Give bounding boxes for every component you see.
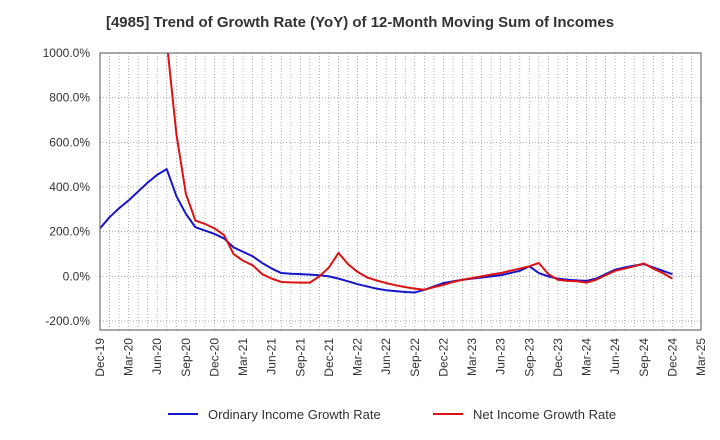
plot-background (100, 53, 701, 330)
y-tick-label: -200.0% (45, 314, 90, 328)
y-tick-label: 1000.0% (43, 46, 91, 60)
series-layer (100, 53, 673, 294)
legend-label-0: Ordinary Income Growth Rate (208, 407, 381, 422)
x-tick-label: Mar-24 (580, 338, 594, 376)
x-tick-label: Sep-23 (522, 338, 536, 377)
x-tick-label: Dec-19 (93, 338, 107, 377)
x-tick-label: Mar-25 (694, 338, 708, 376)
x-tick-label: Dec-24 (665, 338, 679, 377)
x-tick-label: Jun-22 (379, 338, 393, 375)
y-tick-label: 400.0% (49, 180, 90, 194)
x-tick-label: Dec-23 (551, 338, 565, 377)
chart-title: [4985] Trend of Growth Rate (YoY) of 12-… (105, 14, 615, 31)
x-tick-label: Sep-21 (293, 338, 307, 377)
x-tick-label: Sep-24 (637, 338, 651, 377)
x-tick-label: Jun-23 (494, 338, 508, 375)
y-tick-label: 600.0% (49, 135, 90, 149)
x-tick-label: Sep-22 (408, 338, 422, 377)
x-axis-ticks: Dec-19 Mar-20 Jun-20 Sep-20 Dec-20 Mar-21 Jun-… (93, 338, 708, 377)
x-tick-label: Dec-20 (207, 338, 221, 377)
y-tick-label: 200.0% (49, 225, 90, 239)
x-tick-label: Mar-22 (351, 338, 365, 376)
x-tick-label: Mar-23 (465, 338, 479, 376)
legend: Ordinary Income Growth Rate Net Income Gr… (168, 407, 616, 422)
y-tick-label: 0.0% (63, 269, 91, 283)
plot-frame (99, 52, 702, 331)
legend-label-1: Net Income Growth Rate (473, 407, 616, 422)
plot-border (99, 52, 702, 331)
x-tick-label: Mar-21 (236, 338, 250, 376)
x-tick-label: Mar-20 (122, 338, 136, 376)
x-tick-label: Jun-21 (265, 338, 279, 375)
x-tick-label: Dec-22 (436, 338, 450, 377)
x-tick-label: Jun-24 (608, 338, 622, 375)
plot-area (100, 53, 701, 330)
series-line-1 (166, 53, 673, 291)
x-tick-label: Jun-20 (150, 338, 164, 375)
y-tick-label: 800.0% (49, 91, 90, 105)
x-tick-label: Dec-21 (322, 338, 336, 377)
y-axis-ticks: 1000.0% 800.0% 600.0% 400.0% 200.0% 0.0% -200.… (43, 46, 91, 328)
x-tick-label: Sep-20 (179, 338, 193, 377)
